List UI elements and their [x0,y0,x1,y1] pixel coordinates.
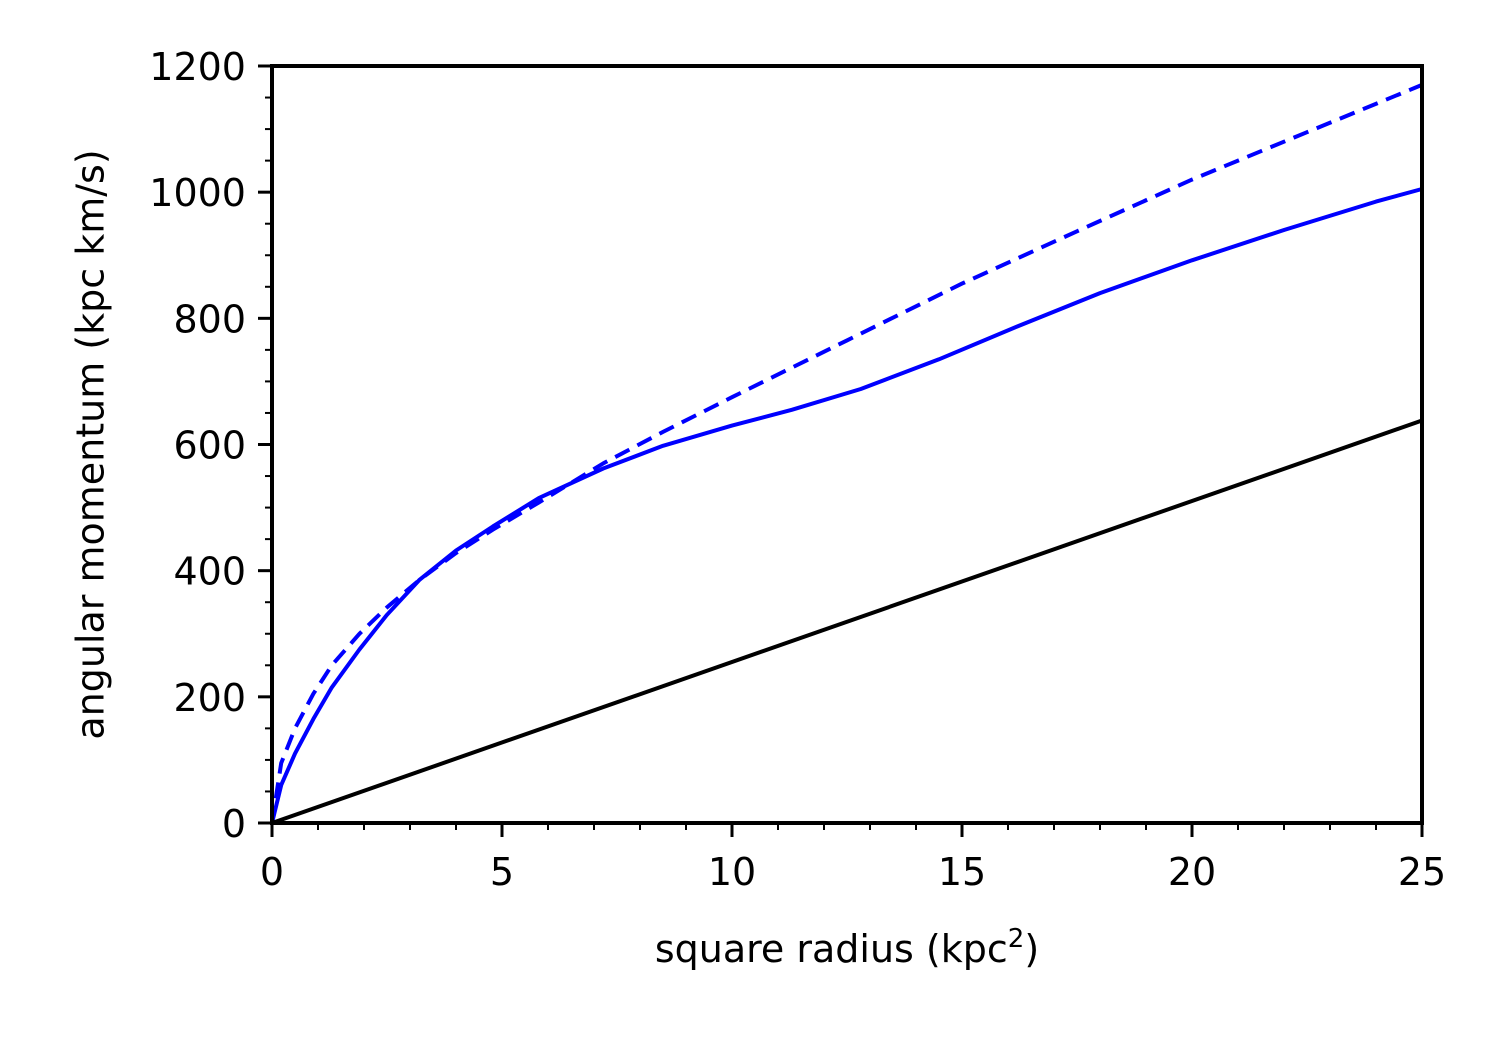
x-tick-label: 20 [1168,850,1216,894]
x-tick-label: 15 [938,850,986,894]
x-axis-label: square radius (kpc2) [655,924,1039,971]
series-line-2 [271,418,1423,825]
y-tick-label: 1000 [149,171,246,215]
series-line-0 [270,187,1423,824]
x-tick-label: 10 [708,850,756,894]
y-tick-label: 600 [173,424,246,468]
y-axis-label: angular momentum (kpc km/s) [68,149,112,739]
x-tick-label: 25 [1398,850,1446,894]
ticks-layer: 0 5 10 15 20 25 0 200 400 600 800 1000 1200 [149,45,1446,894]
series-line-1 [270,83,1423,824]
x-tick-label: 0 [260,850,284,894]
y-tick-label: 0 [222,802,246,846]
plot-frame [270,64,1424,825]
series-layer [270,83,1423,825]
y-tick-label: 1200 [149,45,246,89]
y-tick-label: 200 [173,676,246,720]
y-tick-label: 800 [173,297,246,341]
x-tick-label: 5 [490,850,514,894]
y-tick-label: 400 [173,550,246,594]
